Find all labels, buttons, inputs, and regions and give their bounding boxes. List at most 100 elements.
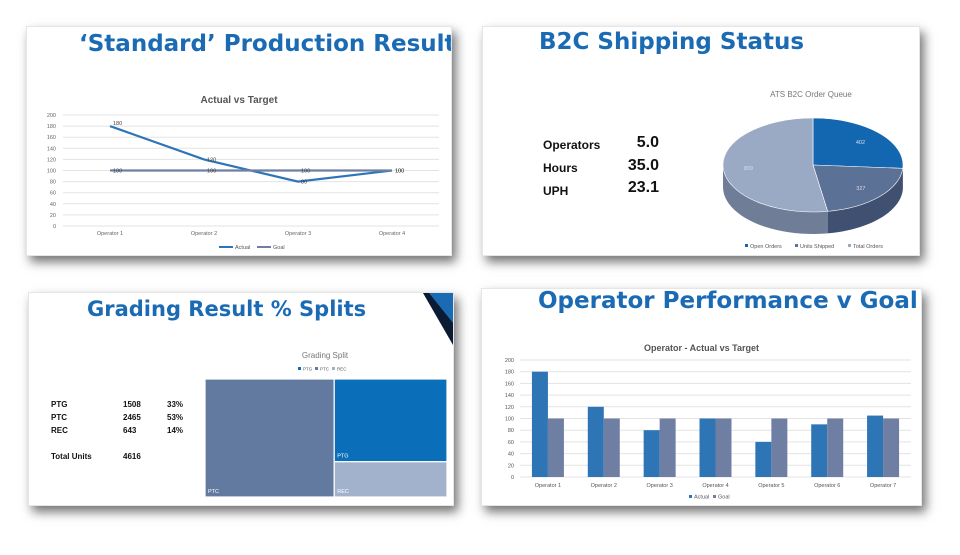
pie-slice-open-orders xyxy=(812,117,904,169)
legend-swatch xyxy=(689,495,692,498)
panel-grading-splits: Grading Result % Splits Grading Split PT… xyxy=(28,292,454,506)
stat-value-operators: 5.0 xyxy=(636,134,659,151)
bar-goal xyxy=(547,418,564,477)
pie-data-label: 809 xyxy=(744,166,753,172)
grading-row-label: REC xyxy=(51,426,68,435)
treemap-cell-ptg xyxy=(333,378,448,463)
panel-title: ‘Standard’ Production Results xyxy=(79,31,452,57)
x-tick-label: Operator 7 xyxy=(870,483,896,489)
legend-label: PTG xyxy=(303,367,313,372)
pie-side-units-shipped xyxy=(827,168,903,234)
bar-actual xyxy=(811,424,828,477)
x-tick-label: Operator 5 xyxy=(758,483,784,489)
data-label: 100 xyxy=(395,169,404,175)
pie-side-total-orders xyxy=(723,165,828,234)
stat-label-uph: UPH xyxy=(543,184,569,198)
pie-chart: 402 327 809 Open Orders Units Shipped Total O… xyxy=(722,117,904,250)
grading-total-label: Total Units xyxy=(51,452,92,461)
x-tick-label: Operator 1 xyxy=(97,231,123,237)
legend-swatch xyxy=(332,367,335,370)
bar-actual xyxy=(531,371,548,477)
bar-actual xyxy=(587,406,604,477)
legend-label: PTC xyxy=(320,367,330,372)
legend-label: Open Orders xyxy=(750,244,782,250)
stat-value-uph: 23.1 xyxy=(627,179,659,196)
bar-actual xyxy=(643,430,660,477)
x-tick-label: Operator 4 xyxy=(702,483,728,489)
y-tick-label: 180 xyxy=(47,124,56,130)
treemap-chart: PTC PTG REC PTG PTC REC xyxy=(204,367,448,498)
treemap-label: PTC xyxy=(208,489,219,495)
legend-label: Actual xyxy=(235,245,250,251)
y-tick-label: 80 xyxy=(508,428,514,434)
y-tick-label: 180 xyxy=(505,370,514,376)
data-label: 100 xyxy=(207,169,216,175)
y-tick-label: 60 xyxy=(50,191,56,197)
y-tick-label: 200 xyxy=(47,113,56,119)
legend-swatch xyxy=(298,367,301,370)
bar-actual xyxy=(699,418,716,477)
y-tick-label: 140 xyxy=(505,393,514,399)
treemap-cell-rec xyxy=(333,461,448,498)
bar-goal xyxy=(659,418,676,477)
line-chart: 0 20 40 60 80 100 120 140 160 180 200 Operator 1 Ope… xyxy=(47,113,439,251)
data-label: 100 xyxy=(301,169,310,175)
data-label: 120 xyxy=(207,157,216,163)
pie-slice-units-shipped xyxy=(812,164,904,212)
bar-goal xyxy=(827,418,844,477)
grading-row-label: PTC xyxy=(51,413,67,422)
chart-title: ATS B2C Order Queue xyxy=(770,90,852,99)
y-tick-label: 0 xyxy=(511,475,514,481)
stat-label-hours: Hours xyxy=(543,161,578,175)
y-tick-label: 100 xyxy=(505,417,514,423)
panel-title: Operator Performance v Goal xyxy=(538,288,918,314)
legend-label: Actual xyxy=(694,495,709,501)
grading-row-label: PTG xyxy=(51,400,68,409)
grading-row-count: 1508 xyxy=(123,400,141,409)
x-tick-label: Operator 6 xyxy=(814,483,840,489)
y-tick-label: 200 xyxy=(505,358,514,364)
bar-actual xyxy=(867,415,884,477)
legend-swatch xyxy=(848,244,851,247)
panel-title: B2C Shipping Status xyxy=(539,29,805,55)
data-label: 80 xyxy=(301,180,307,186)
y-tick-label: 40 xyxy=(508,452,514,458)
treemap-cell-ptc xyxy=(204,378,335,498)
bar-goal xyxy=(771,418,788,477)
panel-operator-performance: Operator Performance v Goal Operator - A… xyxy=(481,288,922,506)
y-tick-label: 120 xyxy=(505,405,514,411)
legend-swatch xyxy=(795,244,798,247)
y-tick-label: 20 xyxy=(508,463,514,469)
legend-label: Goal xyxy=(718,495,730,501)
bar-goal xyxy=(715,418,732,477)
pie-data-label: 327 xyxy=(856,186,865,192)
y-tick-label: 40 xyxy=(50,202,56,208)
y-tick-label: 160 xyxy=(505,381,514,387)
panel-standard-production: ‘Standard’ Production Results Actual vs … xyxy=(26,26,452,256)
legend-swatch xyxy=(713,495,716,498)
x-tick-label: Operator 2 xyxy=(191,231,217,237)
x-tick-label: Operator 3 xyxy=(646,483,672,489)
x-tick-label: Operator 2 xyxy=(591,483,617,489)
grading-row-pct: 14% xyxy=(167,426,184,435)
x-tick-label: Operator 1 xyxy=(535,483,561,489)
legend-swatch xyxy=(315,367,318,370)
treemap-label: PTG xyxy=(337,454,348,460)
legend-label: REC xyxy=(337,367,347,372)
y-tick-label: 20 xyxy=(50,213,56,219)
legend-swatch xyxy=(745,244,748,247)
y-tick-label: 0 xyxy=(53,224,56,230)
data-label: 100 xyxy=(113,169,122,175)
data-label: 180 xyxy=(113,121,122,127)
y-tick-label: 120 xyxy=(47,157,56,163)
bar-goal xyxy=(883,418,900,477)
y-tick-label: 140 xyxy=(47,146,56,152)
stat-label-operators: Operators xyxy=(543,138,601,152)
legend-label: Units Shipped xyxy=(800,244,834,250)
x-tick-label: Operator 4 xyxy=(379,231,405,237)
pie-data-label: 402 xyxy=(856,140,865,146)
chart-title: Grading Split xyxy=(301,351,349,360)
grading-row-count: 643 xyxy=(123,426,137,435)
corner-decoration xyxy=(423,293,453,345)
x-tick-label: Operator 3 xyxy=(285,231,311,237)
